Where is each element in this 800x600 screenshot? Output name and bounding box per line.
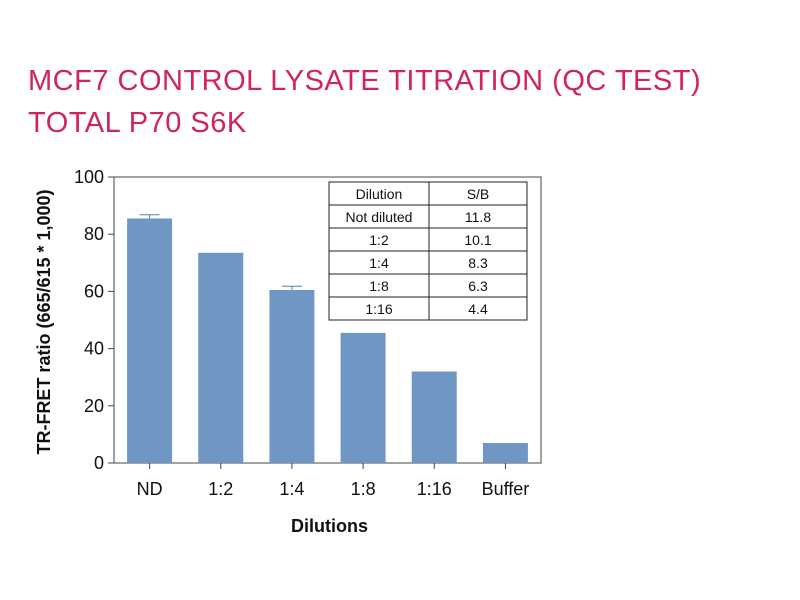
x-tick-label: 1:4 [279, 479, 304, 499]
plot-area [113, 176, 542, 464]
bar [482, 442, 528, 463]
table-cell: 6.3 [468, 278, 488, 294]
table-header-cell: Dilution [356, 186, 403, 202]
bar [340, 332, 386, 463]
y-tick-label: 60 [84, 281, 104, 301]
y-tick-label: 40 [84, 339, 104, 359]
x-tick-label: 1:8 [351, 479, 376, 499]
table-cell: Not diluted [346, 209, 413, 225]
x-tick-label: Buffer [482, 479, 530, 499]
table-header-cell: S/B [467, 186, 490, 202]
sb-ratio-table: Dilution S/B Not diluted 11.8 1:2 10.1 1:4 8.3 1… [328, 181, 528, 321]
x-tick-label: 1:16 [417, 479, 452, 499]
chart-title: MCF7 CONTROL LYSATE TITRATION (QC TEST) … [28, 60, 701, 144]
plot-frame [113, 176, 542, 464]
bar [127, 218, 173, 463]
x-tick-label: 1:2 [208, 479, 233, 499]
table-cell: 4.4 [468, 301, 488, 317]
table-cell: 10.1 [464, 232, 491, 248]
y-axis-title: TR-FRET ratio (665/615 * 1,000) [34, 189, 54, 454]
bar [411, 371, 457, 463]
error-bars-group [139, 214, 302, 290]
x-axis-title: Dilutions [291, 516, 368, 536]
y-tick-label: 100 [74, 167, 104, 187]
table-cell: 1:16 [365, 301, 392, 317]
bar [198, 252, 244, 463]
x-axis: ND 1:2 1:4 1:8 1:16 Buffer [137, 463, 530, 499]
y-tick-label: 0 [94, 453, 104, 473]
table-cell: 11.8 [465, 209, 491, 225]
table-cell: 1:2 [369, 232, 389, 248]
y-axis: 0 20 40 60 80 100 [74, 167, 114, 473]
x-tick-label: ND [137, 479, 163, 499]
chart-title-line-1: MCF7 CONTROL LYSATE TITRATION (QC TEST) [28, 65, 702, 97]
bar [269, 289, 315, 463]
chart-title-line-2: TOTAL P70 S6K [28, 107, 247, 139]
table-cell: 1:4 [369, 255, 389, 271]
table-cell: 1:8 [369, 278, 389, 294]
table-cell: 8.3 [468, 255, 488, 271]
y-tick-label: 80 [84, 224, 104, 244]
y-tick-label: 20 [84, 396, 104, 416]
bars-group [127, 218, 528, 463]
